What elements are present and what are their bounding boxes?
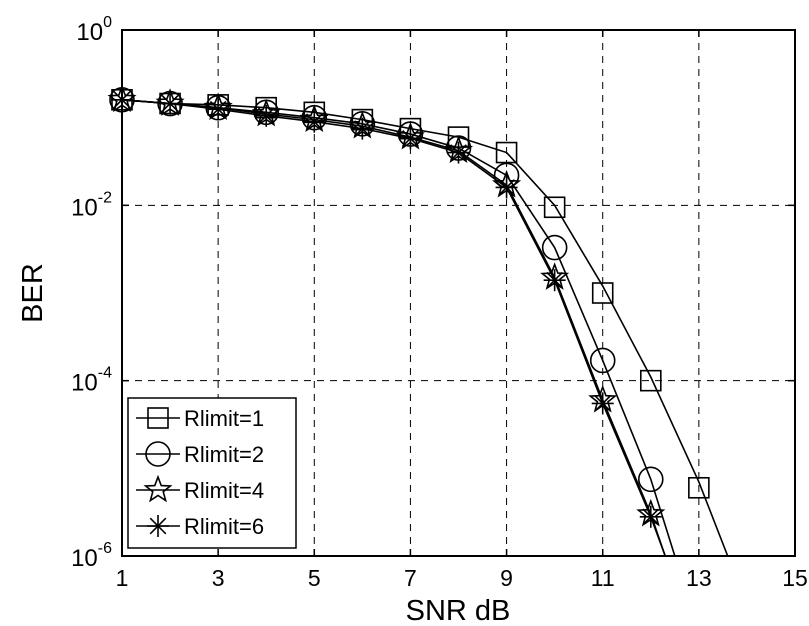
series-line-1 [122,98,729,556]
y-axis-title: BER [17,263,49,323]
data-point-series-1 [543,196,566,219]
x-tick-label: 5 [308,565,321,591]
x-tick-label: 15 [782,565,808,591]
data-point-series-4 [495,176,518,199]
legend-marker [145,441,171,467]
legend-item: Rlimit=4 [136,474,264,503]
data-point-series-4 [543,269,566,292]
y-tick-label: 100 [76,14,112,46]
data-point-series-4 [159,92,182,115]
data-point-series-4 [351,117,374,140]
data-point-series-4 [207,98,230,121]
x-axis-title: SNR dB [406,595,511,626]
legend-label: Rlimit=6 [184,514,264,539]
marker-layer [107,84,710,528]
y-tick-label: 10-4 [71,365,112,397]
y-tick-labels: 100 10-2 10-4 10-6 [71,14,795,572]
x-tick-label: 9 [500,565,513,591]
data-point-series-4 [591,392,614,415]
legend-label: Rlimit=2 [184,442,264,467]
legend-label: Rlimit=1 [184,406,264,431]
data-point-series-4 [255,104,278,127]
data-point-series-1 [591,282,614,304]
legend-marker [147,515,169,537]
legend-label: Rlimit=4 [184,478,264,503]
y-tick-label: 10-2 [71,189,112,221]
legend-item: Rlimit=6 [136,514,264,539]
x-tick-label: 1 [116,565,129,591]
data-point-series-1 [639,369,662,392]
data-point-series-2 [541,234,568,261]
data-point-series-4 [639,505,662,528]
legend-marker [147,407,169,429]
data-point-series-4 [399,127,422,150]
x-tick-label: 7 [404,565,417,591]
data-point-series-4 [303,110,326,133]
legend-item: Rlimit=2 [136,441,264,467]
data-point-series-4 [447,141,470,164]
y-tick-label: 10-6 [71,540,112,572]
legend-item: Rlimit=1 [136,406,264,431]
x-tick-label: 11 [591,565,615,591]
data-point-series-2 [589,347,616,374]
legend: Rlimit=1 Rlimit=2 Rlimit=4 Rlimit=6 [127,397,297,549]
x-tick-labels: 1 3 5 7 9 11 13 15 [116,30,808,591]
x-tick-label: 13 [686,565,712,591]
x-tick-label: 3 [212,565,225,591]
legend-marker [143,474,173,503]
data-point-series-1 [688,476,710,499]
plot-frame [121,29,796,557]
data-point-series-2 [637,466,664,493]
grid [122,30,795,556]
